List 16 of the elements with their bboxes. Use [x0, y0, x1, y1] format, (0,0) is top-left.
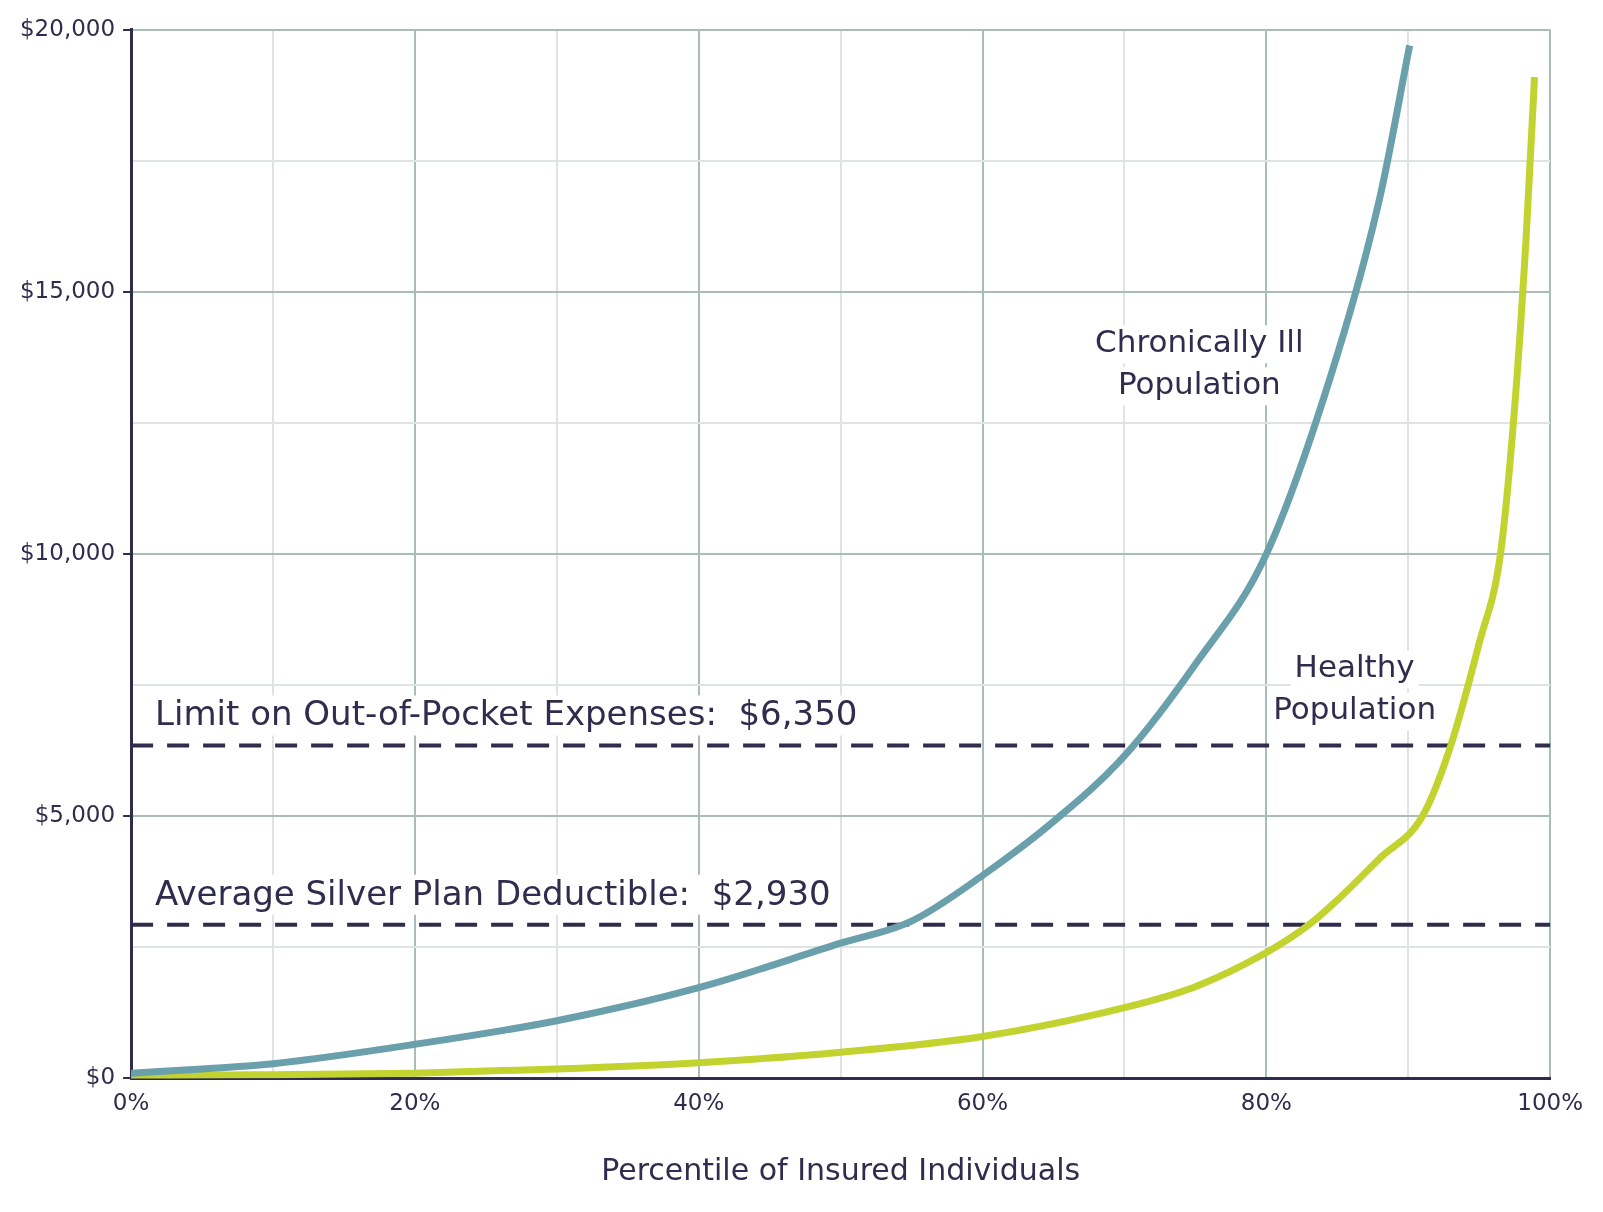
x-tick-label: 60% [956, 1089, 1009, 1116]
ref-line-label: Average Silver Plan Deductible: $2,930 [155, 872, 831, 913]
y-tick-label: $20,000 [19, 14, 116, 41]
y-tick-label: $5,000 [34, 801, 116, 828]
x-tick-label: 100% [1517, 1089, 1584, 1116]
ref-line-label: Limit on Out-of-Pocket Expenses: $6,350 [155, 693, 858, 734]
x-axis-title: Percentile of Insured Individuals [601, 1151, 1081, 1187]
x-tick-label: 40% [673, 1089, 725, 1116]
x-tick-label: 80% [1240, 1089, 1292, 1116]
series-label: Healthy Population [1273, 648, 1437, 727]
x-tick-label: 20% [389, 1089, 441, 1116]
series-label: Chronically Ill Population [1095, 323, 1304, 402]
y-tick-label: $15,000 [19, 276, 116, 303]
y-tick-label: $10,000 [19, 539, 116, 566]
y-tick-label: $0 [85, 1063, 116, 1090]
x-tick-label: 0% [112, 1089, 150, 1116]
